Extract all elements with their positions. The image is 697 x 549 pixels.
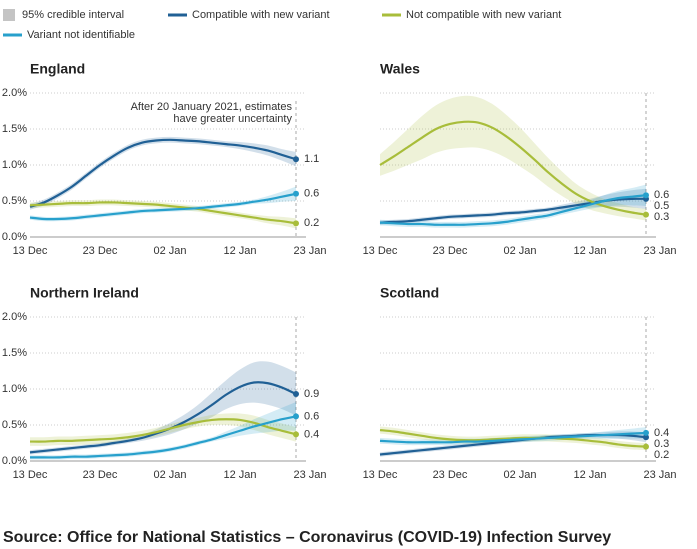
value-label: 1.1 <box>304 153 319 165</box>
series-line <box>29 201 297 225</box>
x-tick-label: 13 Dec <box>13 469 48 481</box>
x-tick-label: 23 Dec <box>433 245 468 257</box>
x-tick-label: 23 Jan <box>643 469 676 481</box>
credible-interval <box>380 95 646 221</box>
x-tick-label: 23 Jan <box>293 245 326 257</box>
series-line <box>379 431 647 444</box>
end-point <box>293 391 299 398</box>
value-label: 0.6 <box>654 189 669 201</box>
source: Source: Office for National Statistics –… <box>3 529 611 546</box>
series-line <box>379 194 647 226</box>
x-tick-label: 13 Dec <box>363 469 398 481</box>
y-tick-label: 0.0% <box>2 231 27 243</box>
series-line <box>29 138 297 208</box>
legend-label: Variant not identifiable <box>27 29 135 41</box>
x-tick-label: 23 Dec <box>83 469 118 481</box>
series-line <box>379 120 647 216</box>
value-label: 0.5 <box>654 200 669 212</box>
credible-interval <box>380 431 646 457</box>
end-point <box>643 211 649 218</box>
value-label: 0.2 <box>304 217 319 229</box>
panel-title: Scotland <box>380 285 439 301</box>
y-tick-label: 0.5% <box>2 419 27 431</box>
value-label: 0.3 <box>654 438 669 450</box>
credible-interval <box>30 361 296 455</box>
x-tick-label: 02 Jan <box>503 469 536 481</box>
x-tick-label: 23 Jan <box>293 469 326 481</box>
x-tick-label: 02 Jan <box>153 245 186 257</box>
credible-interval <box>380 188 646 225</box>
end-point <box>643 429 649 436</box>
credible-interval <box>380 427 646 446</box>
value-label: 0.4 <box>304 428 319 440</box>
end-point <box>643 434 649 441</box>
y-tick-label: 2.0% <box>2 87 27 99</box>
x-tick-label: 02 Jan <box>503 245 536 257</box>
value-label: 0.2 <box>654 449 669 461</box>
x-tick-label: 12 Jan <box>573 469 606 481</box>
y-tick-label: 2.0% <box>2 311 27 323</box>
end-point <box>293 190 299 197</box>
y-tick-label: 1.0% <box>2 383 27 395</box>
x-tick-label: 13 Dec <box>363 245 398 257</box>
end-point <box>643 443 649 450</box>
y-tick-label: 1.5% <box>2 123 27 135</box>
x-tick-label: 23 Dec <box>83 245 118 257</box>
x-tick-label: 12 Jan <box>223 469 256 481</box>
end-point <box>293 413 299 420</box>
end-point <box>293 431 299 438</box>
value-label: 0.3 <box>654 211 669 223</box>
value-label: 0.6 <box>304 188 319 200</box>
y-tick-label: 1.5% <box>2 347 27 359</box>
x-tick-label: 23 Dec <box>433 469 468 481</box>
panel-title: Northern Ireland <box>30 285 139 301</box>
panel-title: Wales <box>380 61 420 77</box>
end-point <box>293 220 299 227</box>
series-line <box>29 192 297 221</box>
y-tick-label: 0.0% <box>2 455 27 467</box>
annotation: After 20 January 2021, estimates <box>131 101 293 113</box>
y-tick-label: 1.0% <box>2 159 27 171</box>
x-tick-label: 23 Jan <box>643 245 676 257</box>
x-tick-label: 02 Jan <box>153 469 186 481</box>
series-line <box>379 428 647 448</box>
legend-label: 95% credible interval <box>22 9 124 21</box>
legend-label: Not compatible with new variant <box>406 9 561 21</box>
x-tick-label: 12 Jan <box>223 245 256 257</box>
x-tick-label: 12 Jan <box>573 245 606 257</box>
value-label: 0.9 <box>304 388 319 400</box>
legend-label: Compatible with new variant <box>192 9 330 21</box>
y-tick-label: 0.5% <box>2 195 27 207</box>
series-line <box>29 418 297 443</box>
end-point <box>643 192 649 199</box>
x-tick-label: 13 Dec <box>13 245 48 257</box>
value-label: 0.6 <box>304 410 319 422</box>
panel-title: England <box>30 61 85 77</box>
series-line <box>30 415 297 459</box>
legend-swatch <box>3 9 15 21</box>
end-point <box>293 156 299 163</box>
annotation: have greater uncertainty <box>173 113 292 125</box>
value-label: 0.4 <box>654 427 669 439</box>
